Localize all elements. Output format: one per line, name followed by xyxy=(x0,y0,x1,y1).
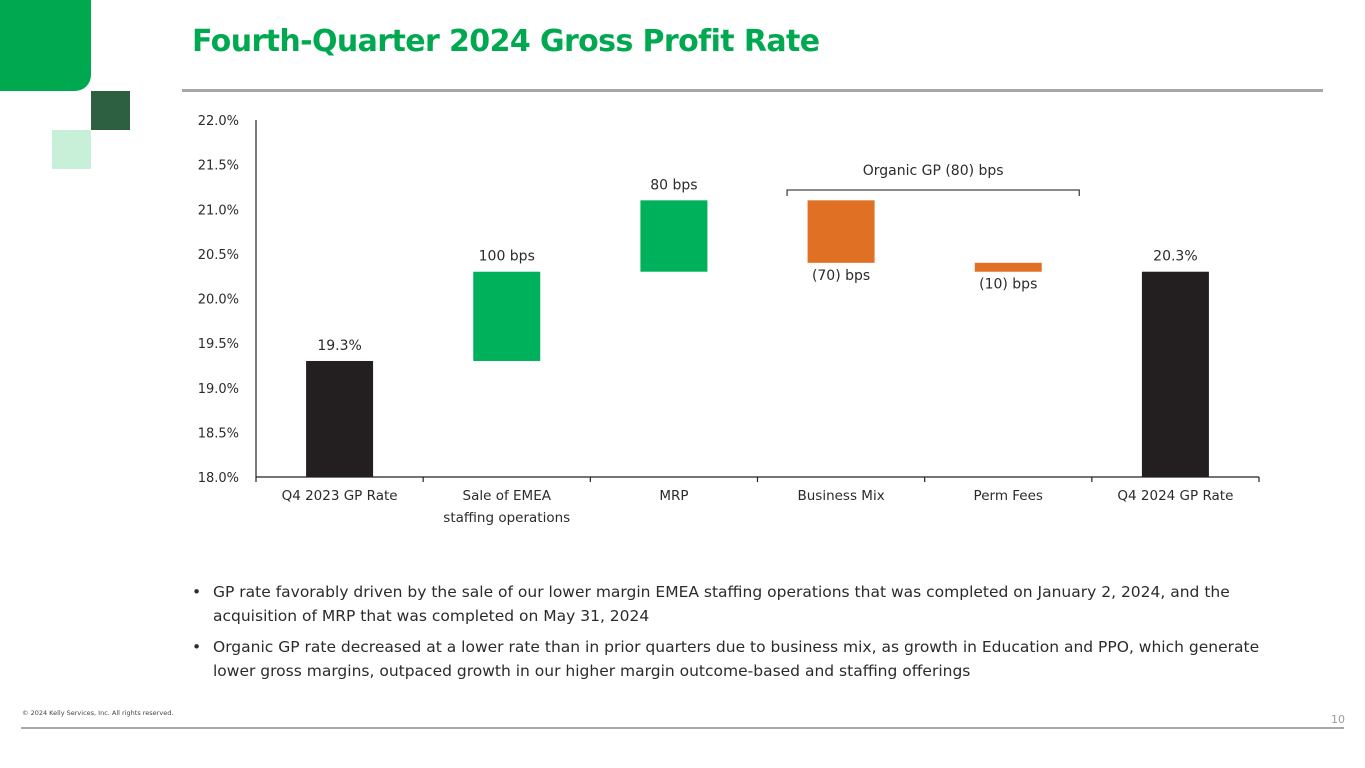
bullet-item: GP rate favorably driven by the sale of … xyxy=(192,580,1282,628)
brand-square-green xyxy=(0,0,91,91)
bracket-line xyxy=(786,189,1080,196)
copyright-notice: © 2024 Kelly Services, Inc. All rights r… xyxy=(22,709,174,717)
brand-square-dark-green xyxy=(91,91,130,130)
y-tick-label: 19.0% xyxy=(198,382,239,397)
bracket-label: Organic GP (80) bps xyxy=(863,163,1004,179)
page-number: 10 xyxy=(1331,713,1345,726)
x-category-label: staffing operations xyxy=(443,510,570,526)
x-category-label: Q4 2023 GP Rate xyxy=(282,488,398,504)
bar-value-label: 19.3% xyxy=(317,338,361,354)
y-axis: 18.0% 18.5% 19.0% 19.5% 20.0% 20.5% 21.0% 21.5%… xyxy=(198,114,257,486)
x-category-label: Business Mix xyxy=(797,488,884,504)
waterfall-chart: 18.0% 18.5% 19.0% 19.5% 20.0% 20.5% 21.0% 21.5%… xyxy=(198,114,1260,526)
footer-divider xyxy=(21,727,1344,729)
y-tick-label: 21.0% xyxy=(198,203,239,218)
bars xyxy=(306,200,1209,477)
bar-value-label: 80 bps xyxy=(650,177,697,193)
slide-title: Fourth-Quarter 2024 Gross Profit Rate xyxy=(192,24,820,59)
bar-decrease xyxy=(807,200,875,263)
bar-value-label: (10) bps xyxy=(979,277,1037,293)
x-axis: Q4 2023 GP Rate Sale of EMEA staffing oper… xyxy=(255,476,1260,526)
y-tick-label: 21.5% xyxy=(198,159,239,174)
bar-increase xyxy=(640,200,708,272)
y-tick-label: 20.0% xyxy=(198,293,239,308)
y-tick-label: 18.5% xyxy=(198,426,239,441)
bar-value-label: (70) bps xyxy=(812,268,870,284)
commentary-bullets: GP rate favorably driven by the sale of … xyxy=(192,580,1282,690)
bar-value-label: 100 bps xyxy=(479,249,535,265)
x-category-label: Sale of EMEA xyxy=(463,488,552,504)
bar-total xyxy=(306,360,374,477)
x-category-label: Perm Fees xyxy=(974,488,1043,504)
title-divider xyxy=(182,89,1323,92)
bar-total xyxy=(1141,271,1209,477)
y-tick-label: 22.0% xyxy=(198,114,239,129)
data-labels: 19.3% 100 bps 80 bps (70) bps (10) bps 20.3% xyxy=(317,177,1197,354)
y-tick-label: 20.5% xyxy=(198,248,239,263)
x-category-label: MRP xyxy=(659,488,688,504)
y-tick-label: 18.0% xyxy=(198,471,239,486)
bar-value-label: 20.3% xyxy=(1153,249,1197,265)
organic-bracket: Organic GP (80) bps xyxy=(786,163,1080,196)
bullet-item: Organic GP rate decreased at a lower rat… xyxy=(192,635,1282,683)
brand-square-light-green xyxy=(52,130,91,169)
bar-increase xyxy=(473,271,541,361)
bar-decrease xyxy=(974,262,1042,272)
x-category-label: Q4 2024 GP Rate xyxy=(1117,488,1233,504)
y-tick-label: 19.5% xyxy=(198,337,239,352)
